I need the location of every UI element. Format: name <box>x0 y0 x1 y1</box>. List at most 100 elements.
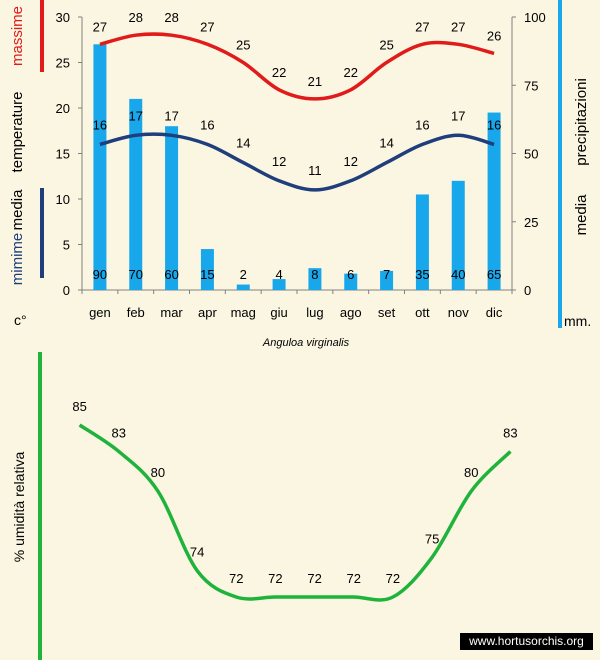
precip-bar <box>451 180 465 290</box>
watermark: www.hortusorchis.org <box>460 633 593 650</box>
right-tick-label: 50 <box>524 147 538 162</box>
min-temp-line <box>99 132 495 192</box>
humidity-value-label: 72 <box>307 571 321 586</box>
min-temp-value-label: 14 <box>379 136 393 151</box>
x-tick-label: ago <box>340 305 362 320</box>
humidity-value-label: 83 <box>112 425 126 440</box>
x-tick-label: set <box>378 305 396 320</box>
precip-bar <box>487 112 501 290</box>
min-temp-value-label: 17 <box>129 108 143 123</box>
max-temp-value-label: 28 <box>164 10 178 25</box>
precip-bar <box>236 284 250 290</box>
min-temp-value-label: 17 <box>164 108 178 123</box>
max-temp-line <box>99 32 495 101</box>
left-tick-label: 25 <box>56 56 70 71</box>
humidity-value-label: 72 <box>229 571 243 586</box>
precip-value-label: 15 <box>200 267 214 282</box>
humidity-value-label: 80 <box>464 465 478 480</box>
max-temp-value-label: 25 <box>236 38 250 53</box>
x-tick-label: mar <box>160 305 183 320</box>
precip-value-label: 90 <box>93 267 107 282</box>
axis-title-media-right: media <box>573 194 590 236</box>
max-temp-value-label: 27 <box>93 19 107 34</box>
min-temp-value-label: 16 <box>415 117 429 132</box>
top-axes <box>81 17 513 291</box>
precip-value-label: 70 <box>129 267 143 282</box>
humidity-value-label: 74 <box>190 545 204 560</box>
precip-bar <box>415 194 429 290</box>
right-tick-label: 0 <box>524 283 531 298</box>
precip-bar <box>129 98 143 291</box>
chart-caption: Anguloa virginalis <box>262 337 350 349</box>
left-tick-label: 10 <box>56 192 70 207</box>
max-temp-value-label: 21 <box>308 74 322 89</box>
precip-value-label: 7 <box>383 267 390 282</box>
precip-value-label: 6 <box>347 267 354 282</box>
x-tick-label: ott <box>415 305 430 320</box>
humidity-chart-panel <box>60 352 530 660</box>
precip-value-label: 8 <box>311 267 318 282</box>
precip-bar <box>200 249 214 290</box>
precip-value-label: 2 <box>240 267 247 282</box>
humidity-layer: 85 83 80 74 72 72 72 72 72 75 80 83 <box>72 399 518 602</box>
left-tick-label: 15 <box>56 147 70 162</box>
min-temp-value-label: 17 <box>451 108 465 123</box>
axis-unit-celsius: c° <box>14 312 27 328</box>
max-temp-value-label: 26 <box>487 28 501 43</box>
x-tick-label: nov <box>448 305 469 320</box>
axis-title-precipitazioni: precipitazioni <box>573 78 590 166</box>
humidity-value-label: 83 <box>503 425 517 440</box>
left-tick-label: 30 <box>56 10 70 25</box>
max-temp-value-label: 27 <box>415 19 429 34</box>
axis-title-mimime: mimime <box>9 233 26 286</box>
min-temp-value-label: 16 <box>200 117 214 132</box>
min-temp-value-label: 14 <box>236 136 250 151</box>
x-tick-label: lug <box>306 305 323 320</box>
humidity-value-label: 72 <box>347 571 361 586</box>
humidity-value-label: 85 <box>72 399 86 414</box>
right-tick-label: 25 <box>524 215 538 230</box>
precip-value-label: 65 <box>487 267 501 282</box>
max-temp-value-label: 27 <box>451 19 465 34</box>
precip-value-label: 35 <box>415 267 429 282</box>
precip-bar <box>93 44 107 290</box>
precip-bar <box>380 270 394 290</box>
precip-value-label: 40 <box>451 267 465 282</box>
lines-layer <box>99 32 495 192</box>
humidity-line <box>78 423 512 602</box>
x-tick-label: feb <box>127 305 145 320</box>
min-temp-value-label: 12 <box>344 154 358 169</box>
x-tick-label: gen <box>89 305 111 320</box>
precip-bar <box>344 273 358 290</box>
max-temp-value-label: 27 <box>200 19 214 34</box>
right-tick-label: 100 <box>524 10 546 25</box>
axis-title-massime: massime <box>9 6 26 66</box>
max-temp-value-label: 28 <box>129 10 143 25</box>
x-tick-label: mag <box>231 305 256 320</box>
x-tick-label: apr <box>198 305 217 320</box>
right-tick-label: 75 <box>524 78 538 93</box>
min-temp-value-label: 12 <box>272 154 286 169</box>
max-temp-value-label: 22 <box>272 65 286 80</box>
left-tick-label: 0 <box>63 283 70 298</box>
precip-value-label: 4 <box>275 267 282 282</box>
axis-title-media-left: media <box>9 189 26 231</box>
bars-layer <box>93 44 501 291</box>
humidity-value-label: 80 <box>151 465 165 480</box>
left-tick-label: 5 <box>63 238 70 253</box>
min-temp-value-label: 11 <box>308 163 322 178</box>
x-tick-label: dic <box>486 305 503 320</box>
ticks-layer: 0 5 10 15 20 25 30 0 25 50 75 100 gen feb mar apr mag giu… <box>56 10 546 320</box>
axis-title-temperature: temperature <box>9 92 26 173</box>
humidity-value-label: 72 <box>386 571 400 586</box>
precip-bar <box>308 268 322 290</box>
x-tick-label: giu <box>270 305 287 320</box>
humidity-value-label: 72 <box>268 571 282 586</box>
precip-bar <box>165 126 179 290</box>
min-temp-value-label: 16 <box>487 117 501 132</box>
left-tick-label: 20 <box>56 101 70 116</box>
max-temp-value-label: 22 <box>344 65 358 80</box>
labels-layer: 90 70 60 15 2 4 8 6 7 35 40 65 27 28 28 27 25 22 21 22 25 27 2… <box>93 10 502 282</box>
